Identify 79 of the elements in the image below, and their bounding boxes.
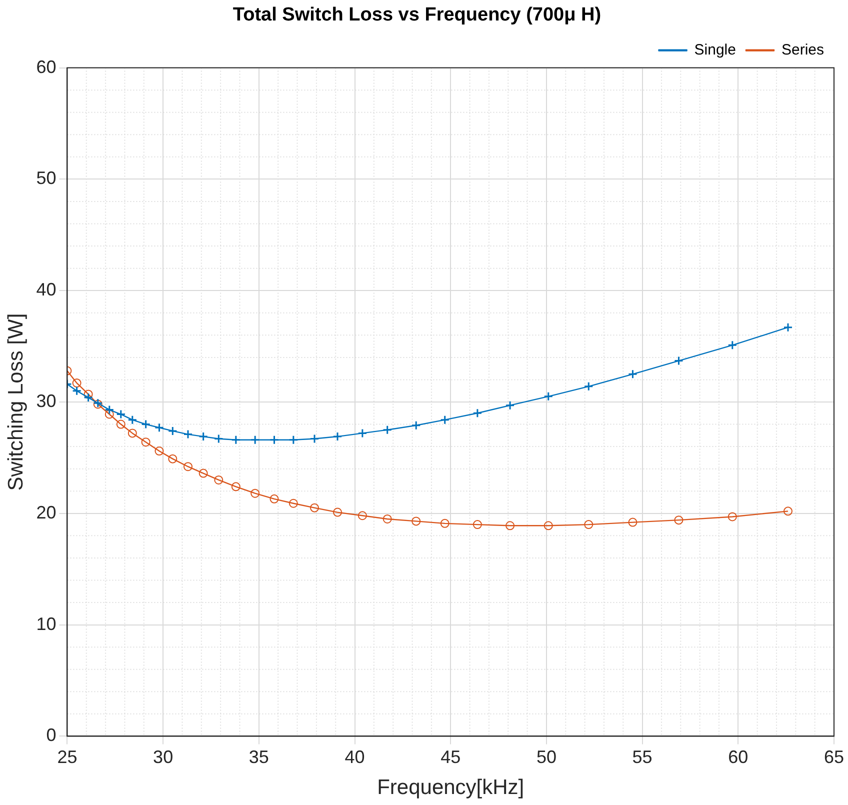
point [674,356,684,366]
y-axis-title: Switching Loss [W] [4,313,28,491]
point [310,503,320,512]
point [628,518,638,527]
x-tick-label: 40 [344,746,365,767]
point [270,494,279,504]
y-tick-label: 60 [36,56,56,77]
y-tick-label: 10 [36,614,56,634]
point [141,438,150,447]
point [168,454,178,464]
point [168,426,178,436]
point [154,446,164,456]
point [505,400,515,410]
point [72,386,82,396]
point [183,462,192,472]
x-tick-label: 65 [824,746,844,767]
y-tick-label: 0 [46,725,56,746]
point [440,415,450,425]
y-tick-label: 20 [36,502,56,522]
point [128,428,137,438]
point [84,392,94,402]
point [116,410,126,420]
point [332,432,342,442]
point [783,506,792,516]
point [116,420,126,429]
x-axis-title: Frequency[kHz] [377,776,524,800]
point [728,512,737,522]
point [333,508,342,517]
x-tick-label: 55 [632,746,652,767]
point [310,434,320,444]
point [783,322,793,332]
x-tick-label: 45 [440,746,461,767]
point [674,516,684,525]
y-tick-label: 50 [36,168,56,188]
x-tick-label: 25 [57,746,78,767]
legend-label: Single [694,41,736,58]
y-tick-label: 40 [36,280,56,300]
point [128,415,138,425]
point [358,428,368,438]
point [198,468,208,478]
point [628,369,638,379]
x-tick-label: 30 [153,746,174,767]
point [214,475,224,484]
point [183,430,193,440]
point [231,435,241,445]
chart-title: Total Switch Loss vs Frequency (700μ H) [232,4,602,26]
point [382,425,392,435]
point [288,435,298,445]
point [154,422,164,432]
point [198,432,208,442]
point [270,435,279,445]
point [411,420,421,430]
point [544,521,553,530]
point [472,520,482,530]
x-tick-label: 60 [728,746,748,767]
point [506,521,515,530]
point [84,390,93,399]
point [250,435,260,445]
point [141,420,151,430]
point [250,488,260,498]
legend-label: Series [781,41,824,58]
y-tick-label: 30 [36,390,56,411]
point [440,518,450,528]
point [104,405,114,415]
point [358,511,367,520]
point [412,516,421,526]
x-tick-label: 50 [536,746,556,767]
point [728,340,738,350]
point [288,498,298,508]
point [214,434,224,444]
point [382,514,392,524]
point [472,408,482,418]
point [584,382,594,392]
point [72,378,82,388]
point [584,520,594,530]
point [104,410,114,419]
x-tick-label: 35 [248,746,269,767]
point [231,482,240,492]
point [544,392,554,402]
